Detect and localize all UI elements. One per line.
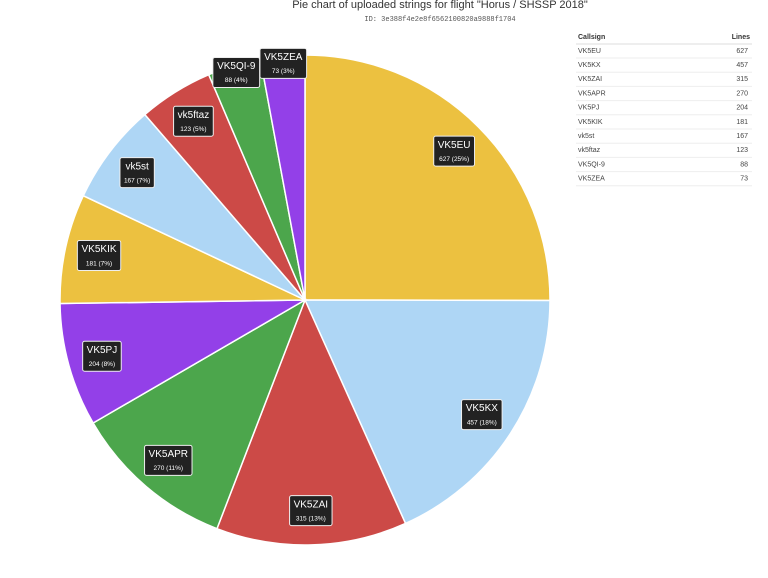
slice-label: vk5st 167 (7%) <box>119 157 155 189</box>
slice-label: VK5EU 627 (25%) <box>433 135 476 167</box>
slice-label-value: 315 (13%) <box>296 515 326 522</box>
table-cell: 167 <box>736 133 748 140</box>
table-cell: 123 <box>736 147 748 154</box>
slice-label-name: vk5ftaz <box>178 110 210 121</box>
slice-label: VK5ZEA 73 (3%) <box>259 47 308 79</box>
table-cell: 315 <box>736 76 748 83</box>
table-cell: 88 <box>740 161 748 168</box>
pie-slice <box>216 298 407 546</box>
slice-label: VK5KIK 181 (7%) <box>76 240 122 272</box>
slice-label-value: 627 (25%) <box>439 156 469 163</box>
table-cell: vk5st <box>578 133 594 140</box>
slice-label-value: 123 (5%) <box>180 126 206 133</box>
slice-label-value: 88 (4%) <box>225 77 248 84</box>
table-cell: 181 <box>736 119 748 126</box>
slice-label-name: VK5EU <box>438 140 471 151</box>
table-cell: 627 <box>736 48 748 55</box>
table-cell: VK5EU <box>578 48 601 55</box>
label-box <box>433 135 476 167</box>
slice-label: VK5PJ 204 (8%) <box>82 340 122 372</box>
table-cell: VK5APR <box>578 90 606 97</box>
slice-label-value: 181 (7%) <box>86 260 112 267</box>
table-cell: 457 <box>736 62 748 69</box>
slice-label-name: VK5PJ <box>87 345 118 356</box>
pie-slice <box>59 194 306 305</box>
table-cell: VK5QI-9 <box>578 161 605 168</box>
slice-label-name: VK5QI-9 <box>217 61 256 72</box>
label-box <box>173 105 214 137</box>
slice-label-name: VK5ZAI <box>294 499 328 510</box>
slice-label: VK5QI-9 88 (4%) <box>212 57 261 89</box>
label-box <box>461 399 503 431</box>
table-cell: vk5ftaz <box>578 147 601 154</box>
slice-label: VK5APR 270 (11%) <box>144 444 193 476</box>
slice-label: vk5ftaz 123 (5%) <box>173 105 214 137</box>
table-cell: VK5PJ <box>578 105 599 112</box>
table-cell: 73 <box>740 176 748 183</box>
table-header: Lines <box>732 34 750 41</box>
slice-label-name: VK5ZEA <box>264 52 303 63</box>
pie-slice <box>303 299 551 525</box>
slice-label-name: VK5KX <box>466 403 499 414</box>
slice-label-value: 270 (11%) <box>154 465 184 472</box>
chart-subtitle: ID: 3e388f4e2e8f6562100820a9888f1704 <box>364 16 515 24</box>
label-box <box>82 340 122 372</box>
pie-slice <box>59 299 308 425</box>
slice-label-value: 73 (3%) <box>272 68 295 75</box>
table-cell: 270 <box>736 90 748 97</box>
table-cell: VK5ZEA <box>578 176 605 183</box>
slice-label: VK5KX 457 (18%) <box>461 399 503 431</box>
table-cell: VK5ZAI <box>578 76 602 83</box>
slice-label-value: 204 (8%) <box>89 361 115 368</box>
slice-label: VK5ZAI 315 (13%) <box>289 495 333 527</box>
slice-label-name: vk5st <box>125 161 149 172</box>
table-header: Callsign <box>578 34 605 41</box>
slice-label-value: 167 (7%) <box>124 177 150 184</box>
label-box <box>259 47 308 79</box>
table-cell: VK5KX <box>578 62 601 69</box>
label-box <box>76 240 122 272</box>
label-box <box>119 157 155 189</box>
label-box <box>289 495 333 527</box>
slice-label-name: VK5KIK <box>82 244 117 255</box>
pie-slice <box>304 54 551 302</box>
table-cell: 204 <box>736 105 748 112</box>
slice-label-value: 457 (18%) <box>467 419 497 426</box>
table-cell: VK5KIK <box>578 119 603 126</box>
label-box <box>144 444 193 476</box>
slice-label-name: VK5APR <box>149 449 188 460</box>
chart-title: Pie chart of uploaded strings for flight… <box>292 0 588 11</box>
